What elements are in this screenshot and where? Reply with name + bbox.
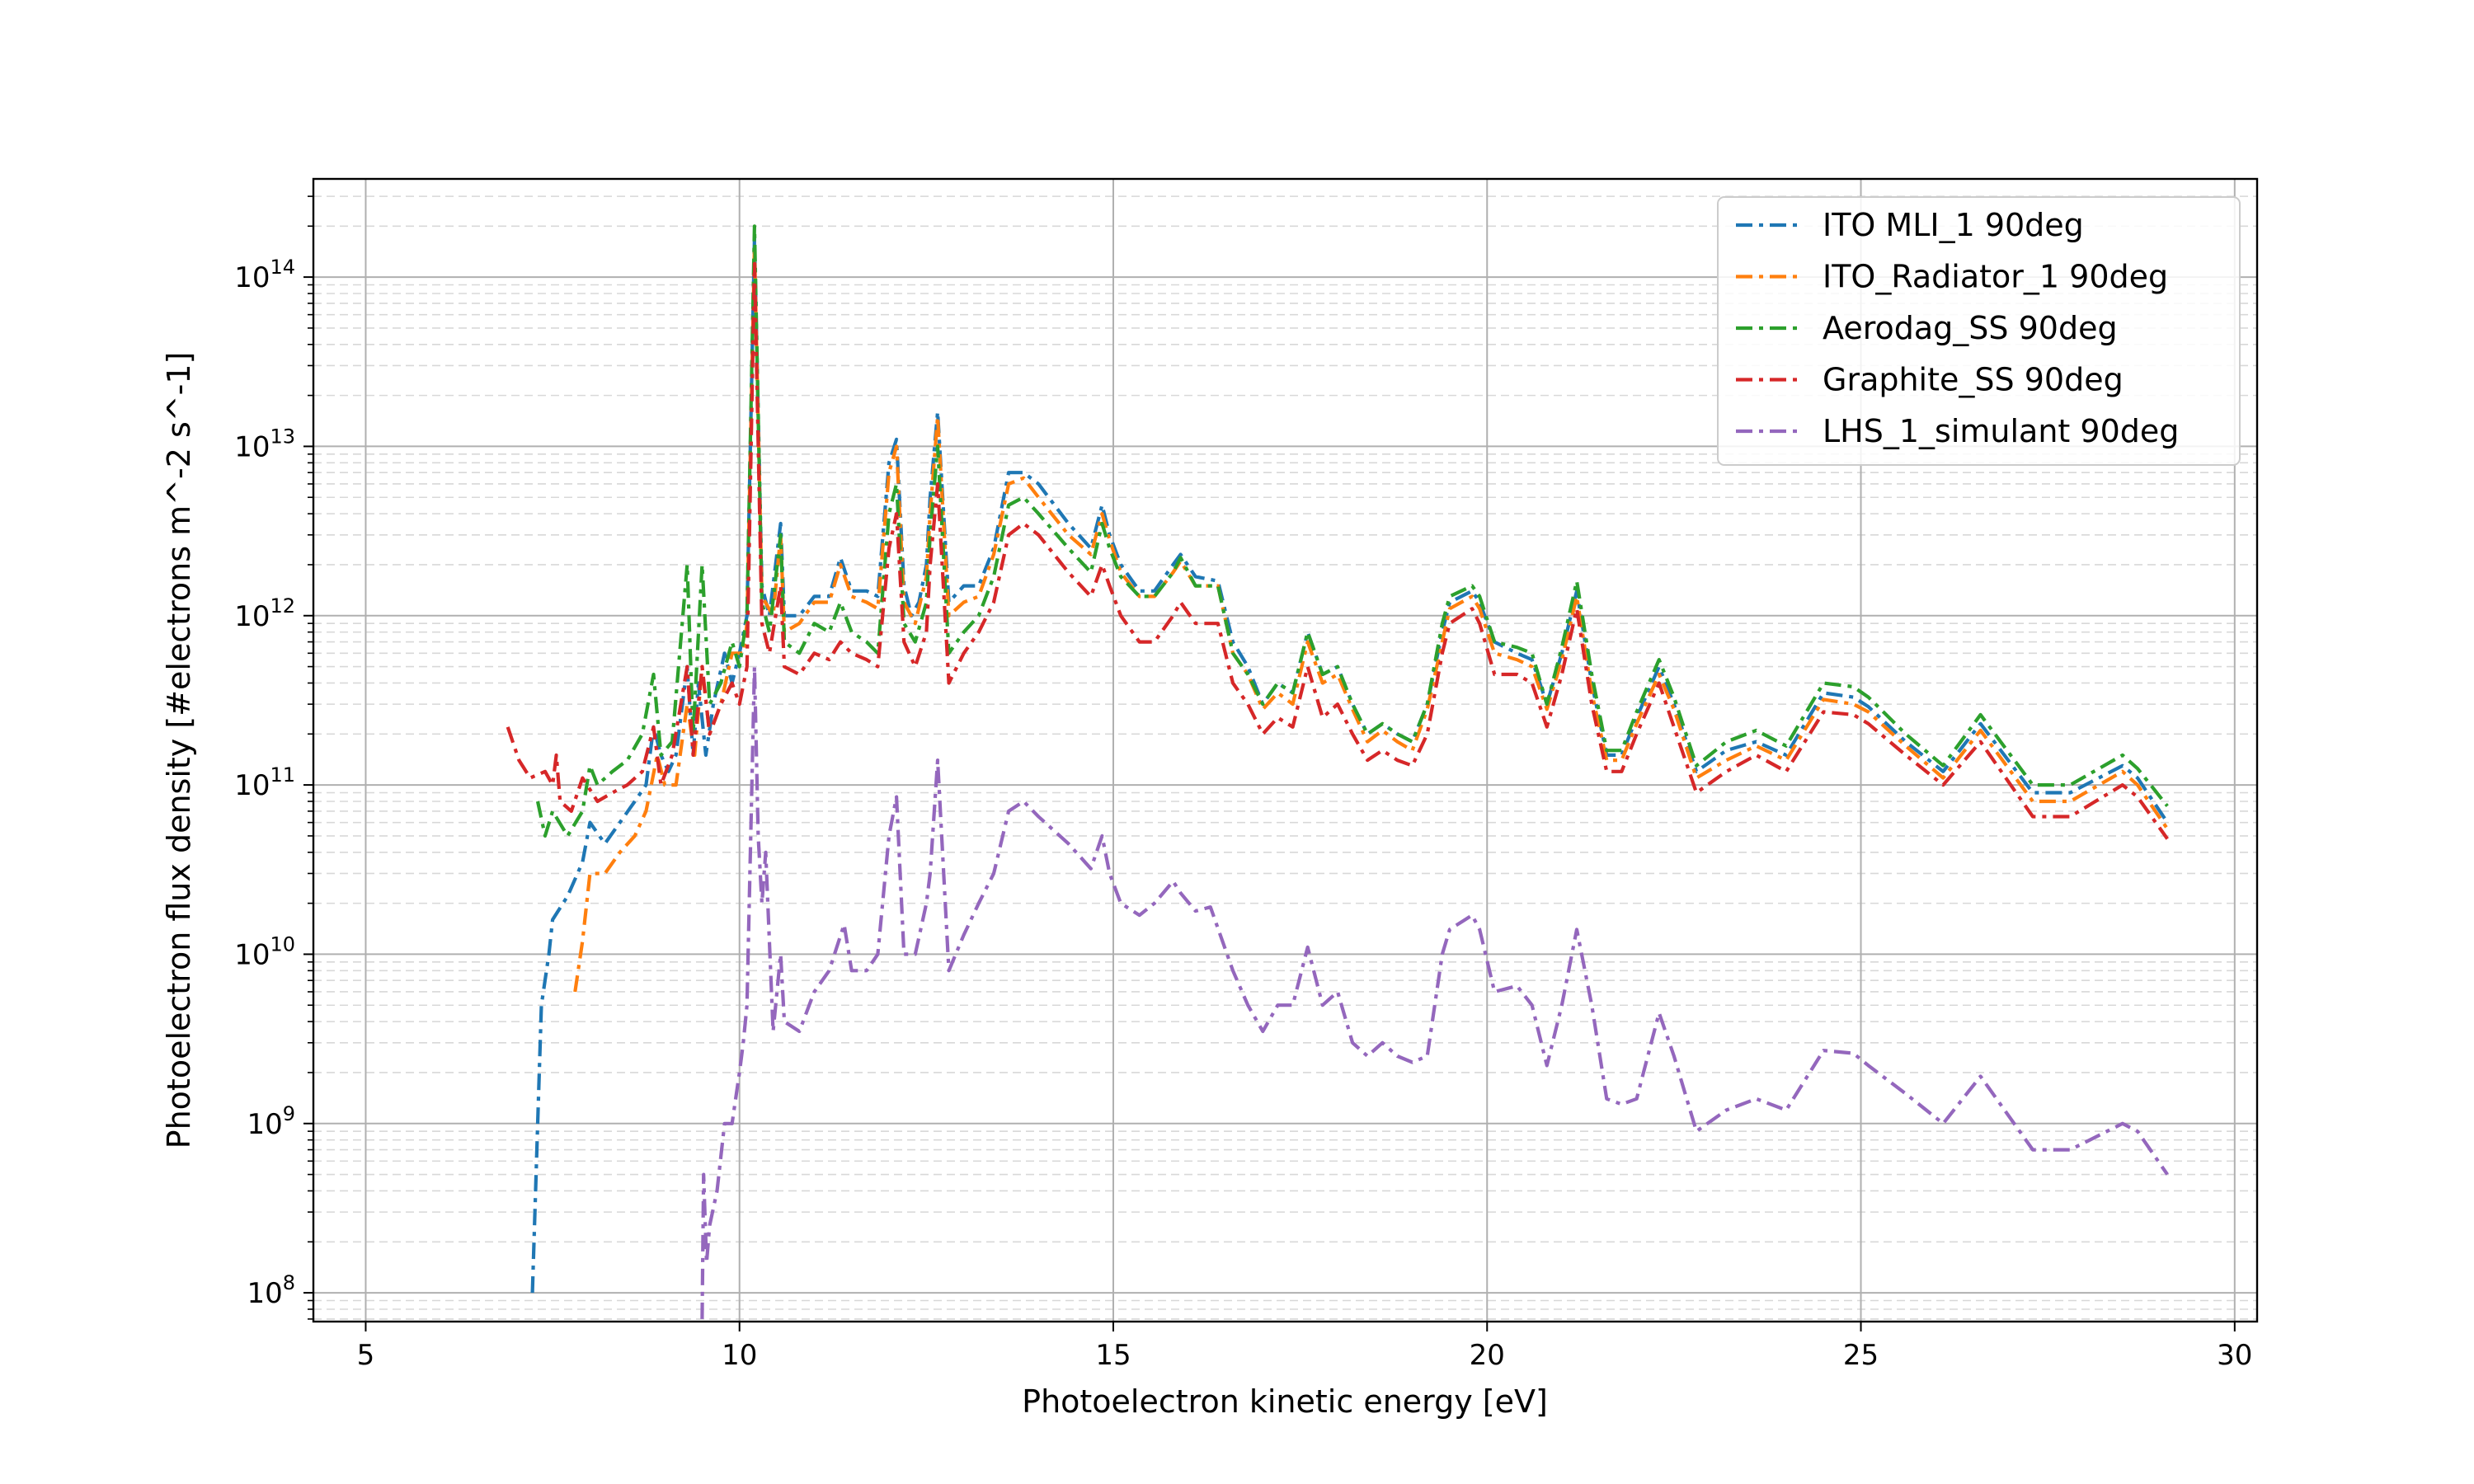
x-tick-label: 5 — [357, 1339, 375, 1372]
legend: ITO MLI_1 90deg ITO_Radiator_1 90deg Aerod… — [1717, 196, 2241, 466]
legend-label: LHS_1_simulant 90deg — [1823, 413, 2179, 449]
legend-label: Aerodag_SS 90deg — [1823, 310, 2118, 346]
legend-frame — [1717, 196, 2241, 466]
legend-label: ITO_Radiator_1 90deg — [1823, 259, 2168, 295]
x-tick-label: 30 — [2217, 1339, 2252, 1372]
y-tick-label: 109 — [247, 1102, 295, 1141]
series-layer — [506, 224, 2169, 1319]
series-line-4 — [506, 261, 2169, 840]
y-tick-label: 1013 — [234, 425, 295, 463]
plot-frame — [312, 177, 2259, 1323]
y-tick-label: 108 — [247, 1271, 295, 1310]
legend-label: Graphite_SS 90deg — [1823, 362, 2124, 398]
minor-gridlines — [313, 195, 2257, 1320]
x-axis-label: Photoelectron kinetic energy [eV] — [1022, 1383, 1548, 1420]
x-tick-label: 20 — [1470, 1339, 1505, 1372]
x-tick-label: 15 — [1095, 1339, 1131, 1372]
y-tick-label: 1014 — [234, 256, 295, 294]
y-tick-label: 1012 — [234, 594, 295, 633]
legend-label: ITO MLI_1 90deg — [1823, 207, 2084, 243]
series-line-5 — [700, 665, 2169, 1319]
series-line-3 — [535, 224, 2169, 838]
series-line-1 — [530, 236, 2169, 1294]
y-axis-label: Photoelectron flux density [#electrons m… — [161, 352, 197, 1149]
y-axis-ticks: 108 109 1010 1011 1012 1013 1014 — [234, 195, 313, 1320]
x-axis-ticks: 5 10 15 20 25 30 — [357, 1322, 2252, 1372]
x-tick-label: 10 — [722, 1339, 757, 1372]
y-tick-label: 1010 — [234, 932, 295, 971]
x-tick-label: 25 — [1843, 1339, 1879, 1372]
y-tick-label: 1011 — [234, 763, 295, 802]
